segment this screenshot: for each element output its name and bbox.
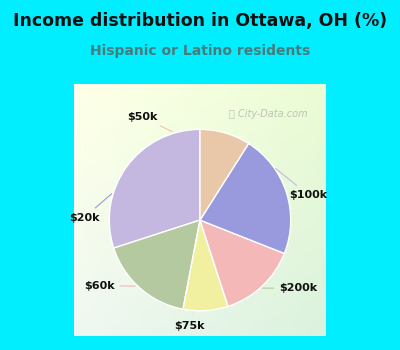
Text: $20k: $20k: [69, 194, 112, 223]
Wedge shape: [200, 130, 249, 220]
Wedge shape: [183, 220, 228, 311]
Wedge shape: [114, 220, 200, 309]
Text: $50k: $50k: [127, 112, 172, 132]
Wedge shape: [109, 130, 200, 248]
Wedge shape: [200, 220, 284, 306]
Text: $100k: $100k: [276, 168, 328, 200]
Text: $60k: $60k: [84, 281, 135, 290]
Text: ⓘ City-Data.com: ⓘ City-Data.com: [229, 109, 307, 119]
Text: $200k: $200k: [263, 283, 317, 293]
Text: Hispanic or Latino residents: Hispanic or Latino residents: [90, 44, 310, 58]
Text: $75k: $75k: [175, 313, 205, 331]
Wedge shape: [200, 144, 291, 253]
Text: Income distribution in Ottawa, OH (%): Income distribution in Ottawa, OH (%): [13, 12, 387, 30]
